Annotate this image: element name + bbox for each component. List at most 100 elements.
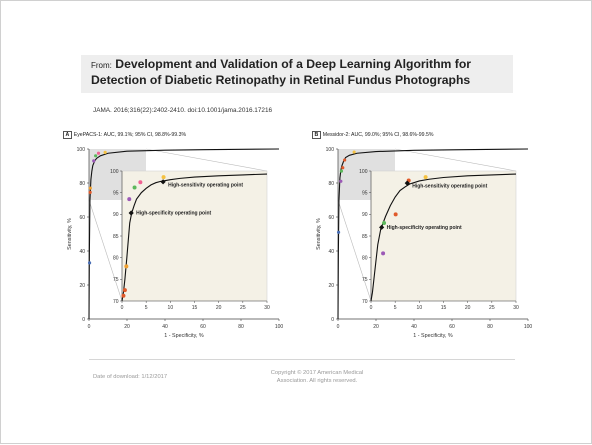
panel-a-inset-grader-point <box>161 175 166 180</box>
panel-a-x-tick-label: 40 <box>162 324 168 330</box>
panel-a-inset-grader-point <box>127 197 132 202</box>
article-title-text: Development and Validation of a Deep Lea… <box>91 57 472 87</box>
panel-a-grader-point <box>88 186 92 190</box>
panel-a-y-tick-label: 60 <box>79 215 85 221</box>
panel-b-grader-point <box>343 158 347 162</box>
panel-b-y-tick-label: 20 <box>328 283 334 289</box>
panel-a-x-tick-label: 60 <box>200 324 206 330</box>
panel-a-grader-point <box>96 151 101 155</box>
copyright-notice: Copyright © 2017 American Medical Associ… <box>270 370 364 384</box>
panel-a-operating-point-label: High-specificity operating point <box>136 211 211 217</box>
panel-b-inset-x-tick-label: 20 <box>465 305 471 311</box>
panel-a-y-tick-label: 0 <box>82 317 85 323</box>
citation: JAMA. 2016;316(22):2402-2410. doi:10.100… <box>93 107 273 114</box>
panel-b-operating-point-marker <box>404 180 410 186</box>
panel-a-grader-point <box>88 190 92 194</box>
title-band <box>81 55 513 93</box>
panel-a-inset-grader-point <box>132 185 137 190</box>
panel-a-x-tick-label: 20 <box>124 324 130 330</box>
panel-b-inset-x-tick-label: 10 <box>417 305 423 311</box>
panel-a-inset-x-tick-label: 15 <box>192 305 198 311</box>
panel-b-inset-y-tick-label: 75 <box>362 277 368 283</box>
panel-b-grader-point <box>336 230 341 234</box>
panel-a-inset-grader-point <box>121 293 126 298</box>
panel-a-inset-y-tick-label: 75 <box>113 277 119 283</box>
panel-b-x-tick-label: 20 <box>373 324 379 330</box>
panel-b-inset-grader-point <box>381 251 386 256</box>
panel-a-letter: A <box>63 131 72 139</box>
panel-b-title: Messidor-2: AUC, 99.0%; 95% CI, 98.6%-99… <box>322 132 434 138</box>
panel-b-inset-x-tick-label: 25 <box>489 305 495 311</box>
panel-a-operating-point-label: High-sensitivity operating point <box>168 182 243 188</box>
panel-a-inset-x-tick-label: 5 <box>145 305 148 311</box>
panel-a-y-tick-label: 100 <box>77 147 86 153</box>
from-label: From: <box>91 61 112 70</box>
panel-a-inset-grader-point <box>122 288 127 293</box>
panel-a-grader-point <box>87 261 92 265</box>
panel-b-inset-x-tick-label: 0 <box>370 305 373 311</box>
panel-a-x-tick-label: 0 <box>88 324 91 330</box>
panel-b-inset-grader-point <box>382 221 387 225</box>
panel-a-label: A EyePACS-1: AUC, 99.1%; 95% CI, 98.8%-99… <box>63 131 186 139</box>
panel-a-title: EyePACS-1: AUC, 99.1%; 95% CI, 98.8%-99.… <box>73 132 187 138</box>
panel-a-inset-roc-curve <box>121 173 268 302</box>
panel-b-operating-point-label: High-sensitivity operating point <box>412 184 487 190</box>
panel-b-x-tick-label: 0 <box>337 324 340 330</box>
panel-a-inset-y-tick-label: 90 <box>113 212 119 218</box>
panel-b-inset-x-tick-label: 5 <box>394 305 397 311</box>
panel-b-grader-point <box>341 166 345 170</box>
panel-b-grader-point <box>352 150 356 154</box>
panel-b-y-tick-label: 60 <box>328 215 334 221</box>
panel-b-grader-point <box>339 169 344 173</box>
panel-a-zoom-connector <box>145 148 268 172</box>
panel-a-inset-x-tick-label: 0 <box>121 305 124 311</box>
panel-a-inset-grader-point <box>124 264 129 269</box>
panel-a-inset-x-tick-label: 25 <box>240 305 246 311</box>
panel-a-inset-y-tick-label: 95 <box>113 190 119 196</box>
panel-b-inset-x-tick-label: 30 <box>513 305 519 311</box>
download-date: Date of download: 1/12/2017 <box>93 374 168 380</box>
panel-b-inset-background <box>370 170 517 302</box>
panel-b-letter: B <box>312 131 321 139</box>
panel-b-y-axis-label: Sensitivity, % <box>316 218 322 250</box>
panel-a-grader-point <box>92 159 96 163</box>
panel-b-x-tick-label: 80 <box>487 324 493 330</box>
panel-b-label: B Messidor-2: AUC, 99.0%; 95% CI, 98.6%-9… <box>312 131 433 139</box>
panel-a-x-tick-label: 80 <box>238 324 244 330</box>
article-title: From: Development and Validation of a De… <box>91 57 511 87</box>
panel-a-inset-y-tick-label: 70 <box>113 299 119 305</box>
panel-a-x-axis-label: 1 - Specificity, % <box>164 333 204 339</box>
panel-a-y-tick-label: 40 <box>79 249 85 255</box>
panel-a-inset-x-tick-label: 30 <box>264 305 270 311</box>
footer-divider <box>89 359 515 360</box>
panel-a-y-axis-label: Sensitivity, % <box>67 218 73 250</box>
panel-b-inset-y-tick-label: 85 <box>362 234 368 240</box>
panel-b-zoom-connector <box>394 148 517 172</box>
panel-b-inset-y-tick-label: 70 <box>362 299 368 305</box>
panel-a-inset-y-tick-label: 100 <box>110 169 119 175</box>
panel-a-grader-point <box>94 154 98 158</box>
panel-a-y-tick-label: 80 <box>79 181 85 187</box>
panel-b-x-tick-label: 60 <box>449 324 455 330</box>
panel-a-inset-x-tick-label: 10 <box>168 305 174 311</box>
panel-a-operating-point-marker <box>160 179 166 185</box>
panel-b-x-tick-label: 40 <box>411 324 417 330</box>
panel-b-x-tick-label: 100 <box>524 324 533 330</box>
panel-b-inset-y-tick-label: 95 <box>362 190 368 196</box>
panel-b-operating-point-label: High-specificity operating point <box>387 225 462 231</box>
panel-b-x-axis-label: 1 - Specificity, % <box>413 333 453 339</box>
panel-a-roc-curve <box>88 148 280 320</box>
panel-b-y-tick-label: 40 <box>328 249 334 255</box>
panel-b-inset-y-tick-label: 100 <box>359 169 368 175</box>
panel-b-inset-y-tick-label: 80 <box>362 255 368 261</box>
panel-b-inset-grader-point <box>423 175 428 180</box>
panel-a-operating-point-marker <box>128 210 134 216</box>
panel-a-y-tick-label: 20 <box>79 283 85 289</box>
panel-a-inset-x-tick-label: 20 <box>216 305 222 311</box>
panel-a-inset-y-tick-label: 80 <box>113 255 119 261</box>
panel-b-inset-grader-point <box>393 212 398 217</box>
panel-b-operating-point-marker <box>379 224 385 230</box>
panel-b-inset-roc-curve <box>370 173 517 302</box>
